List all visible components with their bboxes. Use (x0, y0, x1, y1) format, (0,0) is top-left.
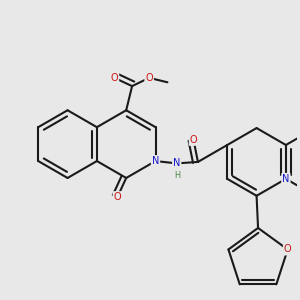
Text: O: O (284, 244, 292, 254)
Text: N: N (282, 174, 290, 184)
Text: N: N (173, 158, 180, 168)
Text: H: H (174, 171, 180, 180)
Text: O: O (111, 73, 118, 83)
Text: O: O (114, 192, 121, 202)
Text: N: N (152, 156, 159, 166)
Text: O: O (146, 73, 153, 83)
Text: O: O (190, 135, 197, 145)
